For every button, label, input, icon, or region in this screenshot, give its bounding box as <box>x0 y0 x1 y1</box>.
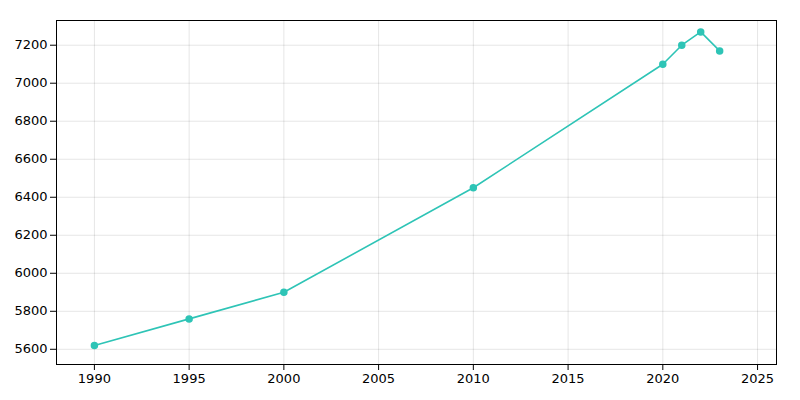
svg-text:1995: 1995 <box>173 371 206 386</box>
svg-text:2010: 2010 <box>457 371 490 386</box>
svg-text:5600: 5600 <box>14 341 47 356</box>
svg-text:6200: 6200 <box>14 227 47 242</box>
svg-text:6800: 6800 <box>14 113 47 128</box>
svg-text:2020: 2020 <box>646 371 679 386</box>
svg-text:6000: 6000 <box>14 265 47 280</box>
svg-text:5800: 5800 <box>14 303 47 318</box>
svg-text:2015: 2015 <box>552 371 585 386</box>
svg-text:2005: 2005 <box>362 371 395 386</box>
svg-text:2000: 2000 <box>267 371 300 386</box>
svg-text:2025: 2025 <box>741 371 774 386</box>
svg-text:6600: 6600 <box>14 151 47 166</box>
svg-text:1990: 1990 <box>78 371 111 386</box>
svg-text:6400: 6400 <box>14 189 47 204</box>
svg-text:7000: 7000 <box>14 75 47 90</box>
svg-text:7200: 7200 <box>14 37 47 52</box>
